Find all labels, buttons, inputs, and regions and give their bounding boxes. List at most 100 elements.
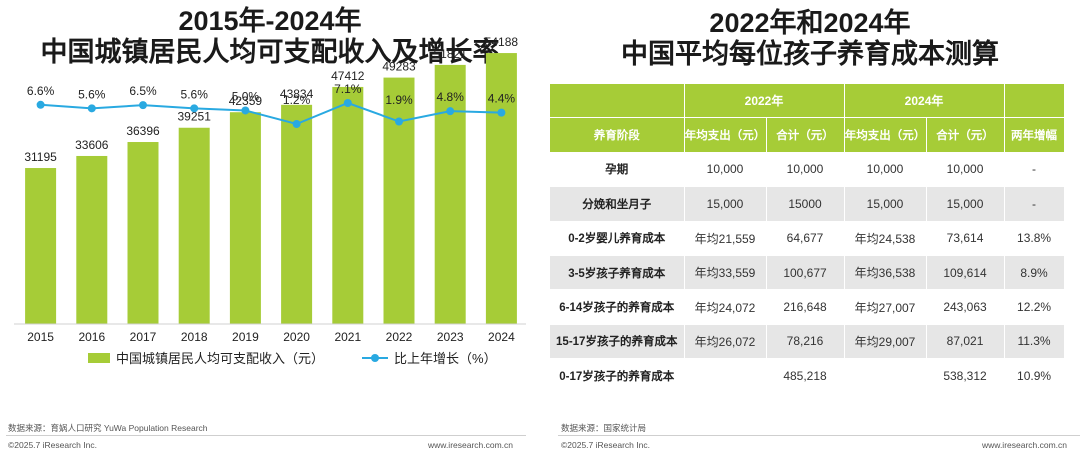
year-header-blank xyxy=(550,84,685,119)
income-title-line1: 2015年-2024年 xyxy=(178,6,362,36)
growth-point-label: 5.6% xyxy=(181,87,209,101)
growth-point-label: 5.0% xyxy=(232,89,260,103)
table-cell: 年均26,072 xyxy=(684,324,767,360)
income-chart-title: 2015年-2024年 中国城镇居民人均可支配收入及增长率 xyxy=(0,6,540,68)
income-footer-divider xyxy=(6,435,526,436)
table-cell: 10.9% xyxy=(1004,358,1065,394)
table-cell: 年均36,538 xyxy=(844,255,927,291)
table-cell: 64,677 xyxy=(766,221,845,256)
table-cell: 243,063 xyxy=(926,289,1005,325)
table-row: 15-17岁孩子的养育成本 年均26,072 78,216 年均29,007 8… xyxy=(550,324,1065,360)
table-cell-stage: 孕期 xyxy=(550,152,685,188)
income-panel: 2015年-2024年 中国城镇居民人均可支配收入及增长率 31195 33606… xyxy=(0,6,540,450)
x-tick-label: 2018 xyxy=(181,330,208,344)
income-bar-label: 54188 xyxy=(485,35,519,49)
table-row: 孕期 10,000 10,000 10,000 10,000 - xyxy=(550,152,1065,188)
table-row: 6-14岁孩子的养育成本 年均24,072 216,648 年均27,007 2… xyxy=(550,289,1065,325)
header-growth: 两年增幅 xyxy=(1004,117,1065,153)
table-cell-stage: 6-14岁孩子的养育成本 xyxy=(550,289,685,325)
cost-site: www.iresearch.com.cn xyxy=(982,440,1068,450)
cost-title-line2: 中国平均每位孩子养育成本测算 xyxy=(621,39,999,69)
legend-label-income: 中国城镇居民人均可支配收入（元） xyxy=(116,351,325,366)
cost-footer-divider xyxy=(558,435,1080,436)
income-bar-label: 33606 xyxy=(75,138,109,152)
cost-source: 数据来源：国家统计局 xyxy=(561,423,647,433)
header-total-2022: 合计（元） xyxy=(766,117,845,153)
table-cell: 年均24,072 xyxy=(684,289,767,325)
table-cell-stage: 0-2岁婴儿养育成本 xyxy=(550,221,685,256)
growth-point xyxy=(36,100,45,109)
year-header-blank-2 xyxy=(1004,84,1065,119)
income-bar-label: 47412 xyxy=(331,69,365,83)
legend-label-growth: 比上年增长（%） xyxy=(394,351,497,366)
cost-table-header-row: 养育阶段 年均支出（元） 合计（元） 年均支出（元） 合计（元） 两年增幅 xyxy=(550,117,1065,153)
growth-point-label: 6.6% xyxy=(27,84,55,98)
growth-line xyxy=(40,101,502,126)
cost-panel: 2022年和2024年 中国平均每位孩子养育成本测算 2022年 2024年 养… xyxy=(540,0,1080,456)
header-stage: 养育阶段 xyxy=(550,117,685,153)
growth-point-label: 1.9% xyxy=(385,93,413,107)
table-cell: 10,000 xyxy=(684,152,767,188)
year-header-2022: 2022年 xyxy=(684,84,845,119)
income-bar xyxy=(25,168,57,324)
income-bar-label: 39251 xyxy=(178,110,212,124)
income-bar xyxy=(383,77,415,325)
table-cell: - xyxy=(1004,186,1065,222)
table-cell: 10,000 xyxy=(926,152,1005,188)
growth-point-label: 4.4% xyxy=(488,92,516,106)
x-tick-label: 2017 xyxy=(130,330,157,344)
header-annual-2024: 年均支出（元） xyxy=(844,117,927,153)
table-cell xyxy=(844,358,927,394)
table-cell: 109,614 xyxy=(926,255,1005,291)
table-cell: 73,614 xyxy=(926,221,1005,256)
x-tick-label: 2024 xyxy=(488,330,515,344)
table-cell: 78,216 xyxy=(766,324,845,360)
table-cell: 538,312 xyxy=(926,358,1005,394)
growth-point-label: 6.5% xyxy=(129,84,157,98)
income-source: 数据来源：育娲人口研究 YuWa Population Research xyxy=(8,423,208,433)
table-row: 0-2岁婴儿养育成本 年均21,559 64,677 年均24,538 73,6… xyxy=(550,221,1065,256)
table-cell: 10,000 xyxy=(844,152,927,188)
table-cell: 10,000 xyxy=(766,152,845,188)
table-row: 分娩和坐月子 15,000 15000 15,000 15,000 - xyxy=(550,186,1065,222)
growth-point xyxy=(395,117,403,126)
table-cell: 年均27,007 xyxy=(844,289,927,325)
table-cell-stage: 0-17岁孩子的养育成本 xyxy=(550,358,685,394)
table-cell: 15,000 xyxy=(844,186,927,222)
income-bar xyxy=(127,142,159,324)
x-tick-label: 2022 xyxy=(386,330,413,344)
table-cell: 8.9% xyxy=(1004,255,1065,291)
header-total-2024: 合计（元） xyxy=(926,117,1005,153)
income-copyright: ©2025.7 iResearch Inc. xyxy=(8,440,97,450)
income-site: www.iresearch.com.cn xyxy=(428,440,514,450)
income-bar xyxy=(332,86,364,324)
growth-point xyxy=(139,101,147,110)
income-bar-label: 36396 xyxy=(126,124,160,138)
table-cell-stage: 3-5岁孩子养育成本 xyxy=(550,255,685,291)
x-tick-label: 2016 xyxy=(78,330,105,344)
cost-copyright: ©2025.7 iResearch Inc. xyxy=(561,440,650,450)
growth-point xyxy=(343,99,352,107)
x-tick-label: 2021 xyxy=(334,330,361,344)
table-cell: 年均21,559 xyxy=(684,221,767,256)
table-cell: - xyxy=(1004,152,1065,188)
growth-point-label: 1.2% xyxy=(283,93,311,107)
year-header-2024: 2024年 xyxy=(844,84,1005,119)
growth-point xyxy=(190,104,199,113)
x-tick-label: 2019 xyxy=(232,330,259,344)
growth-point-label: 4.8% xyxy=(437,90,465,104)
cost-title-line1: 2022年和2024年 xyxy=(709,8,911,38)
x-tick-label: 2015 xyxy=(27,330,54,344)
growth-point-label: 5.6% xyxy=(78,87,106,101)
cost-table-title: 2022年和2024年 中国平均每位孩子养育成本测算 xyxy=(540,8,1080,70)
income-bar xyxy=(281,104,313,324)
growth-point-label: 7.1% xyxy=(334,82,362,96)
growth-point xyxy=(87,104,96,113)
income-bar xyxy=(485,53,517,325)
growth-point xyxy=(241,106,250,115)
x-tick-label: 2020 xyxy=(283,330,310,344)
table-cell: 15,000 xyxy=(684,186,767,222)
growth-point xyxy=(497,108,506,117)
income-legend: 中国城镇居民人均可支配收入（元） 比上年增长（%） xyxy=(88,348,497,367)
growth-point xyxy=(446,107,455,116)
